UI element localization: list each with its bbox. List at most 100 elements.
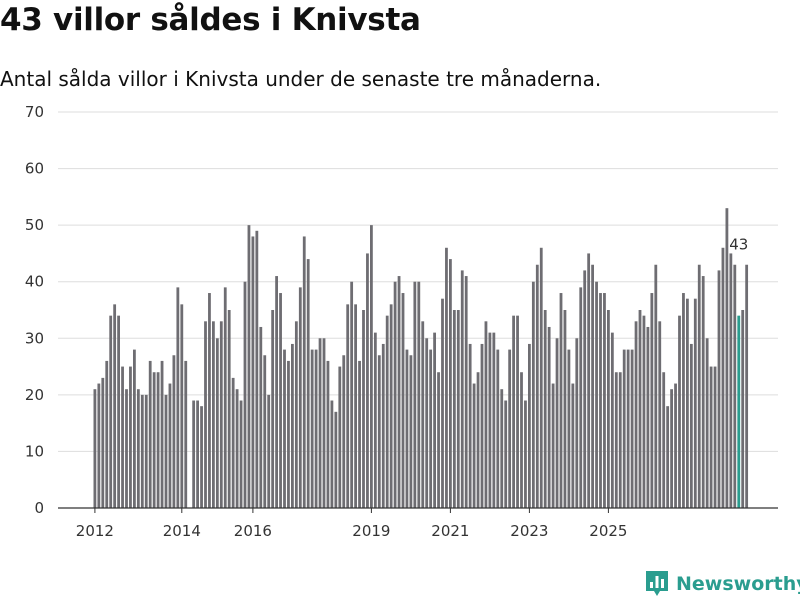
bar xyxy=(294,321,298,508)
bar xyxy=(136,389,140,508)
bar xyxy=(267,394,271,508)
bar xyxy=(377,355,381,508)
bar xyxy=(516,315,519,508)
bar xyxy=(650,293,654,508)
bar xyxy=(603,293,606,508)
bar xyxy=(433,332,436,508)
bar xyxy=(310,349,314,508)
bar xyxy=(334,411,338,508)
bar xyxy=(670,389,673,508)
bar xyxy=(148,360,152,508)
bar xyxy=(429,349,433,508)
bar xyxy=(733,264,737,508)
bar xyxy=(97,383,101,508)
bar xyxy=(370,225,373,508)
bar xyxy=(129,366,132,508)
bar xyxy=(666,406,670,508)
bar xyxy=(559,293,563,508)
bar xyxy=(618,372,622,508)
bar xyxy=(682,293,685,508)
bar xyxy=(543,310,547,508)
bar xyxy=(125,389,128,508)
bar xyxy=(113,304,117,508)
bar xyxy=(452,310,456,508)
bar xyxy=(460,270,464,508)
bar xyxy=(393,281,397,508)
bar xyxy=(291,343,294,508)
x-tick-label-2019: 2019 xyxy=(352,522,390,540)
bar xyxy=(701,276,705,508)
bar xyxy=(674,383,677,508)
bar xyxy=(251,236,255,508)
bar xyxy=(571,383,575,508)
bar xyxy=(531,281,535,508)
bar xyxy=(630,349,634,508)
bar xyxy=(184,360,188,508)
bar xyxy=(678,315,681,508)
bar xyxy=(646,326,650,508)
bar xyxy=(385,315,389,508)
y-tick-label-40: 40 xyxy=(25,273,44,291)
bar xyxy=(397,276,401,508)
bar xyxy=(133,349,136,508)
bar xyxy=(693,298,697,508)
bar xyxy=(330,400,334,508)
bar xyxy=(298,287,302,508)
bar xyxy=(539,247,543,508)
bar xyxy=(373,332,377,508)
bar xyxy=(168,383,172,508)
bar xyxy=(567,349,571,508)
bar xyxy=(208,293,211,508)
bar xyxy=(227,310,231,508)
bar xyxy=(413,281,417,508)
bar xyxy=(610,332,614,508)
chart-subtitle: Antal sålda villor i Knivsta under de se… xyxy=(0,67,602,91)
bar xyxy=(283,349,286,508)
bar xyxy=(314,349,318,508)
y-tick-label-20: 20 xyxy=(25,386,44,404)
bar xyxy=(338,366,342,508)
bar xyxy=(551,383,555,508)
bar xyxy=(306,259,310,508)
bar xyxy=(547,326,551,508)
y-tick-label-10: 10 xyxy=(25,442,44,460)
bar xyxy=(480,343,484,508)
bar xyxy=(697,264,701,508)
bar xyxy=(192,400,196,508)
bar xyxy=(476,372,480,508)
bar xyxy=(464,276,468,508)
bar xyxy=(389,304,393,508)
bar xyxy=(492,332,496,508)
y-tick-label-50: 50 xyxy=(25,216,44,234)
bar xyxy=(354,304,357,508)
bar xyxy=(721,247,725,508)
bar xyxy=(713,366,717,508)
y-tick-label-0: 0 xyxy=(34,499,44,517)
bar xyxy=(607,310,610,508)
bar xyxy=(302,236,306,508)
bar xyxy=(243,281,247,508)
brand-name: Newsworthy xyxy=(676,573,800,595)
bar xyxy=(172,355,176,508)
bar xyxy=(563,310,567,508)
bar-series xyxy=(93,208,749,509)
bar xyxy=(686,298,689,508)
bar xyxy=(212,321,215,508)
bar xyxy=(638,310,642,508)
bar xyxy=(456,310,460,508)
bar xyxy=(583,270,587,508)
bar xyxy=(709,366,713,508)
bar xyxy=(417,281,421,508)
bar xyxy=(689,343,693,508)
y-tick-label-30: 30 xyxy=(25,329,44,347)
bar xyxy=(437,372,440,508)
bar xyxy=(654,264,658,508)
bar xyxy=(741,310,745,508)
bar xyxy=(425,338,429,508)
chart-title: 43 villor såldes i Knivsta xyxy=(0,2,421,38)
bar xyxy=(160,360,164,508)
bar xyxy=(263,355,267,508)
bar xyxy=(524,400,527,508)
x-tick-label-2021: 2021 xyxy=(431,522,469,540)
bar xyxy=(223,287,227,508)
